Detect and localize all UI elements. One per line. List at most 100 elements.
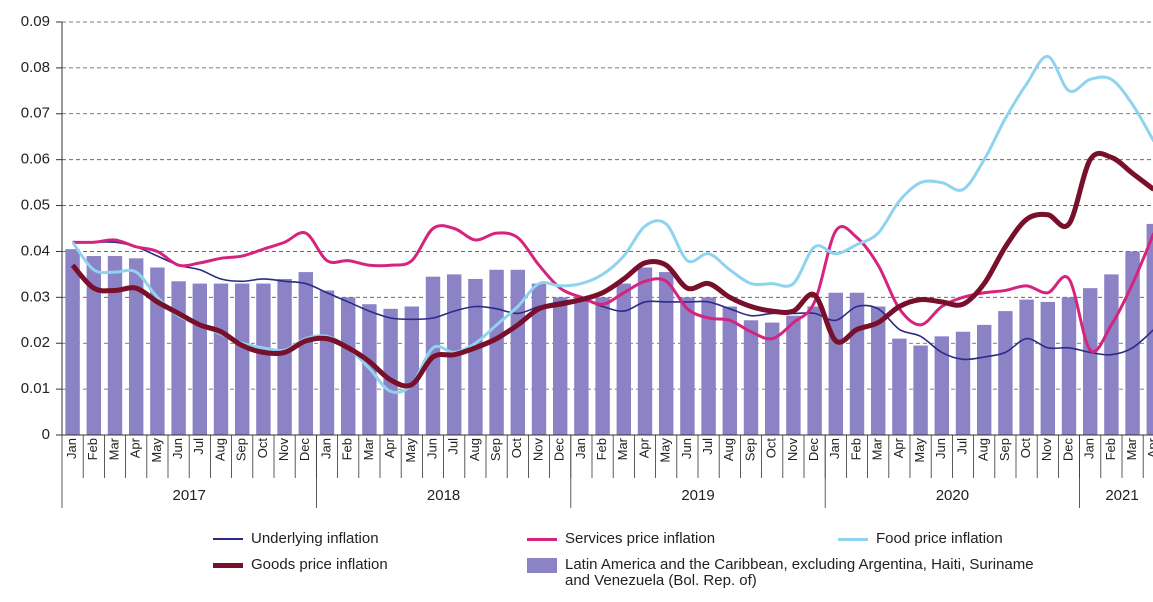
bar	[468, 278, 483, 435]
bar	[701, 297, 716, 435]
bar	[1125, 251, 1140, 435]
y-tick-label: 0.04	[21, 242, 50, 259]
bar	[552, 297, 568, 435]
y-tick-label: 0.09	[21, 13, 50, 30]
bar	[340, 297, 356, 435]
x-tick-label: Dec	[806, 438, 821, 462]
bar	[955, 331, 971, 435]
x-tick-label: Apr	[128, 437, 143, 458]
bar	[976, 324, 992, 435]
bar	[870, 306, 886, 435]
x-tick-label: Jun	[933, 438, 948, 459]
x-tick-label: May	[658, 438, 673, 463]
x-tick-label: Dec	[552, 438, 567, 462]
x-tick-label: Dec	[297, 438, 312, 462]
x-tick-label: Oct	[255, 438, 270, 459]
bar	[786, 315, 801, 435]
x-tick-label: Sep	[234, 438, 249, 461]
x-tick-label: Jan	[573, 438, 588, 459]
year-label: 2018	[427, 487, 460, 504]
x-tick-label: Aug	[467, 438, 482, 461]
legend-item: Underlying inflation	[213, 531, 379, 547]
bar	[616, 283, 632, 435]
bar	[658, 272, 674, 435]
x-tick-label: Jan	[64, 438, 79, 459]
bar	[319, 290, 335, 435]
x-tick-label: Jun	[170, 438, 185, 459]
chart: 0 0.01 0.02 0.03 0.04 0.05 0.06 0.07 0.08 0.09 Jan…	[21, 13, 1153, 508]
x-tick-label: Feb	[1103, 438, 1118, 460]
x-tick-label: Jan	[827, 438, 842, 459]
x-tick-label: May	[912, 438, 927, 463]
x-tick-label: Feb	[85, 438, 100, 460]
legend-item: Services price inflation	[527, 531, 715, 547]
bar	[192, 283, 208, 435]
bar	[298, 272, 314, 435]
bar	[277, 278, 292, 435]
x-tick-label: Mar	[615, 437, 630, 460]
y-tick-label: 0.02	[21, 334, 50, 351]
bar	[680, 297, 695, 435]
y-tick-label: 0.08	[21, 59, 50, 76]
year-label: 2019	[681, 487, 714, 504]
x-tick-label: Jan	[1082, 438, 1097, 459]
bar	[128, 258, 144, 435]
bar	[828, 292, 844, 435]
line-series	[72, 241, 1153, 361]
bar	[489, 269, 504, 435]
bar	[764, 322, 780, 435]
y-tick-label: 0.01	[21, 380, 50, 397]
legend: Latin America and the Caribbean, excludi…	[0, 525, 1153, 602]
legend-swatch	[527, 537, 557, 541]
y-tick-label: 0.07	[21, 105, 50, 122]
bar	[150, 267, 165, 435]
legend-swatch	[838, 537, 868, 541]
x-tick-label: Feb	[340, 438, 355, 460]
bar	[510, 269, 526, 435]
x-tick-label: Nov	[785, 438, 800, 462]
x-tick-label: Feb	[848, 438, 863, 460]
bar	[722, 306, 738, 435]
bar	[1061, 297, 1077, 435]
x-tick-label: Apr	[382, 437, 397, 458]
bar	[913, 345, 928, 435]
x-tick-label: Mar	[1124, 437, 1139, 460]
x-tick-label: Jul	[191, 438, 206, 455]
x-tick-label: Nov	[276, 438, 291, 462]
x-tick-label: Apr	[636, 437, 651, 458]
bar	[1040, 301, 1056, 435]
x-tick-label: Mar	[361, 437, 376, 460]
bar	[383, 308, 398, 435]
legend-label: Food price inflation	[876, 530, 1003, 547]
x-tick-label: Aug	[212, 438, 227, 461]
bar	[107, 256, 123, 435]
x-tick-label: May	[149, 438, 164, 463]
x-tick-label: Jun	[679, 438, 694, 459]
bar	[595, 297, 610, 435]
legend-label: Underlying inflation	[251, 530, 379, 547]
bar	[256, 283, 271, 435]
y-tick-label: 0.05	[21, 197, 50, 214]
x-tick-label: Jun	[424, 438, 439, 459]
legend-swatch	[527, 558, 557, 573]
bar	[637, 267, 653, 435]
legend-item: Food price inflation	[838, 531, 1003, 547]
year-label: 2017	[173, 487, 206, 504]
x-tick-label: Feb	[594, 438, 609, 460]
x-tick-label: Oct	[764, 438, 779, 459]
bar	[171, 281, 186, 435]
bar	[213, 283, 229, 435]
bar	[1146, 223, 1153, 435]
x-tick-label: Mar	[106, 437, 121, 460]
bar	[574, 297, 589, 435]
bar	[1019, 299, 1034, 435]
bar	[531, 283, 547, 435]
bar	[65, 249, 80, 435]
x-tick-label: Apr	[891, 437, 906, 458]
line-series	[70, 150, 1153, 389]
bar	[86, 256, 102, 435]
x-tick-label: Aug	[721, 438, 736, 461]
x-tick-label: Jan	[318, 438, 333, 459]
bar	[934, 336, 950, 435]
bar	[998, 311, 1013, 435]
